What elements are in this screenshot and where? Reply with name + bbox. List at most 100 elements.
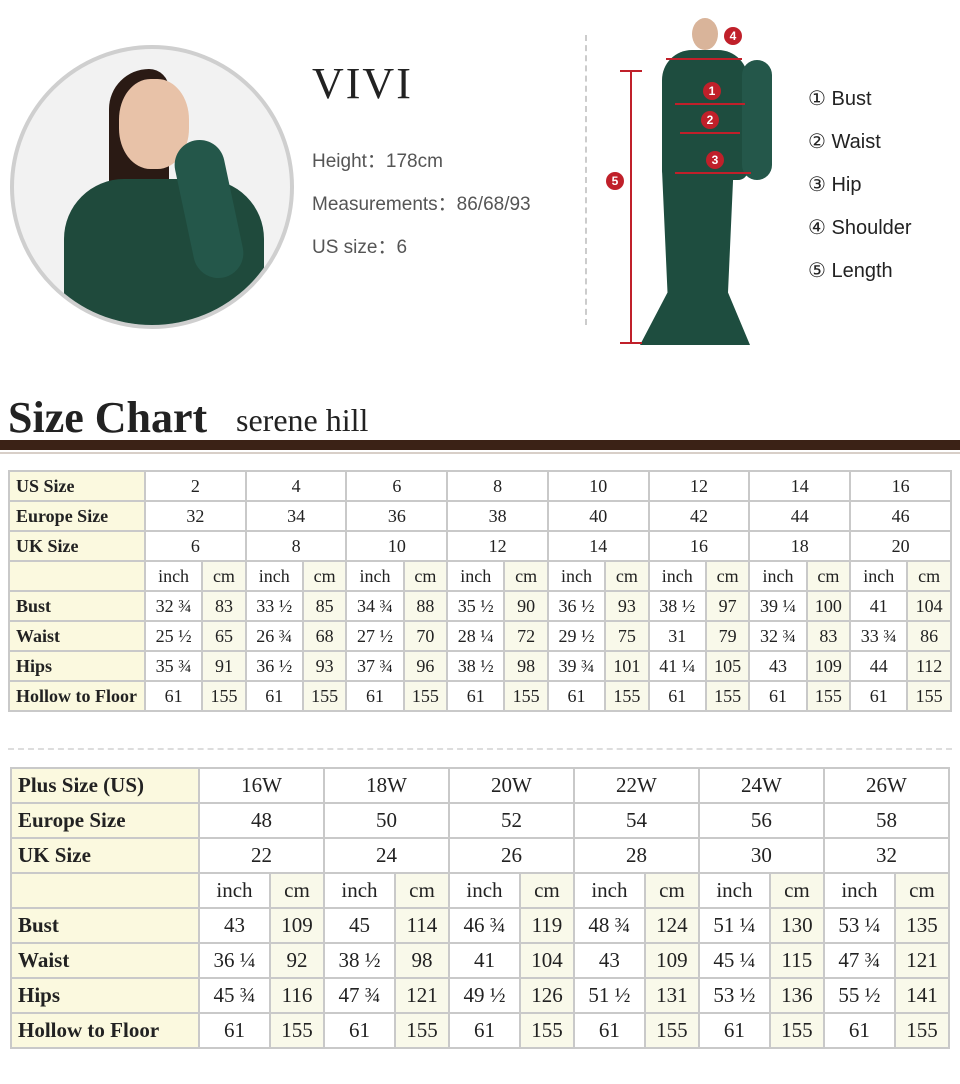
measure-cell: 43 — [198, 907, 271, 944]
unit-cm: cm — [604, 560, 650, 592]
size-cell: 44 — [748, 500, 852, 532]
measure-row: Waist 36 ¼ 92 38 ½ 98 41 104 43 109 45 ¼ 115 47 ¾ 12… — [10, 942, 951, 979]
measure-cell: 45 ¾ — [198, 977, 271, 1014]
unit-inch: inch — [447, 872, 521, 909]
measure-cell: 155 — [301, 680, 348, 712]
measure-cell: 141 — [893, 977, 951, 1014]
measure-cell: 31 — [647, 620, 707, 652]
legend-bust: ① Bust — [808, 88, 872, 110]
measure-cell: 155 — [201, 680, 247, 712]
measure-cell: 92 — [268, 942, 325, 979]
measure-cell: 155 — [518, 1012, 575, 1049]
measure-cell: 41 ¼ — [647, 650, 707, 682]
measure-cell: 51 ½ — [572, 977, 646, 1014]
measure-cell: 83 — [805, 620, 852, 652]
measure-cell: 130 — [768, 907, 825, 944]
measure-cell: 91 — [201, 650, 247, 682]
unit-cm: cm — [805, 560, 852, 592]
size-cell: 54 — [572, 802, 700, 839]
size-chart-brand: serene hill — [236, 402, 369, 438]
legend-hip: ③ Hip — [808, 174, 862, 196]
size-cell: 20 — [849, 530, 952, 562]
measure-cell: 61 — [345, 680, 405, 712]
row-label: US Size — [8, 470, 146, 502]
measure-cell: 119 — [518, 907, 575, 944]
badge-hip: 3 — [706, 151, 724, 169]
size-row: Europe Size 32 34 36 38 40 42 44 46 — [8, 500, 952, 532]
measure-cell: 28 ¼ — [446, 620, 506, 652]
size-cell: 26 — [447, 837, 575, 874]
size-cell: 12 — [647, 470, 751, 502]
measure-cell: 155 — [805, 680, 852, 712]
measure-cell: 39 ¼ — [748, 590, 808, 622]
size-row: UK Size 6 8 10 12 14 16 18 20 — [8, 530, 952, 562]
measure-cell: 51 ¼ — [697, 907, 771, 944]
row-label: Waist — [10, 942, 200, 979]
unit-row: inch cm inch cm inch cm inch cm inch cm inch cm — [10, 872, 951, 909]
measure-cell: 36 ½ — [244, 650, 304, 682]
measure-cell: 101 — [604, 650, 650, 682]
size-cell: 32 — [822, 837, 951, 874]
measure-cell: 41 — [447, 942, 521, 979]
measure-cell: 33 ¾ — [849, 620, 909, 652]
row-label: Waist — [8, 620, 146, 652]
measure-cell: 155 — [268, 1012, 325, 1049]
measure-cell: 155 — [503, 680, 549, 712]
measure-cell: 115 — [768, 942, 825, 979]
measure-cell: 121 — [393, 977, 450, 1014]
badge-shoulder: 4 — [724, 27, 742, 45]
measure-cell: 53 ¼ — [822, 907, 896, 944]
measure-cell: 38 ½ — [647, 590, 707, 622]
measure-cell: 61 — [446, 680, 506, 712]
measure-cell: 61 — [647, 680, 707, 712]
size-row: Plus Size (US) 16W 18W 20W 22W 24W 26W — [10, 767, 951, 804]
measure-cell: 32 ¾ — [143, 590, 204, 622]
measure-cell: 100 — [805, 590, 852, 622]
size-row: US Size 2 4 6 8 10 12 14 16 — [8, 470, 952, 502]
unit-cm: cm — [768, 872, 825, 909]
standard-size-table: US Size 2 4 6 8 10 12 14 16 Europe Size 32 34 36 38 40… — [8, 470, 952, 712]
legend-shoulder: ④ Shoulder — [808, 217, 912, 239]
row-label: Europe Size — [8, 500, 146, 532]
model-name: VIVI — [312, 59, 413, 108]
divider — [585, 35, 587, 325]
measure-cell: 124 — [643, 907, 700, 944]
size-cell: 8 — [446, 470, 549, 502]
badge-bust: 1 — [703, 82, 721, 100]
row-label: Hollow to Floor — [8, 680, 146, 712]
size-cell: 12 — [446, 530, 549, 562]
measure-row: Bust 32 ¾ 83 33 ½ 85 34 ¾ 88 35 ½ 90 36 ½ 93 38 ½ 97… — [8, 590, 952, 622]
measure-cell: 43 — [748, 650, 808, 682]
measure-cell: 61 — [822, 1012, 896, 1049]
unit-inch: inch — [446, 560, 506, 592]
measure-cell: 72 — [503, 620, 549, 652]
title-rule — [0, 440, 960, 450]
measure-cell: 70 — [402, 620, 449, 652]
size-cell: 14 — [546, 530, 650, 562]
size-row: Europe Size 48 50 52 54 56 58 — [10, 802, 951, 839]
model-height: Height：178cm — [312, 151, 443, 172]
measure-cell: 104 — [906, 590, 952, 622]
row-label: Plus Size (US) — [10, 767, 200, 804]
measure-cell: 47 ¾ — [322, 977, 396, 1014]
unit-inch: inch — [198, 872, 271, 909]
size-cell: 24 — [322, 837, 450, 874]
measure-cell: 68 — [301, 620, 348, 652]
measure-cell: 61 — [572, 1012, 646, 1049]
measure-cell: 61 — [546, 680, 607, 712]
size-cell: 22W — [572, 767, 700, 804]
unit-cm: cm — [393, 872, 450, 909]
measure-cell: 65 — [201, 620, 247, 652]
measure-cell: 36 ¼ — [198, 942, 271, 979]
measure-cell: 36 ½ — [546, 590, 607, 622]
measure-cell: 116 — [268, 977, 325, 1014]
measure-cell: 93 — [604, 590, 650, 622]
measure-cell: 34 ¾ — [345, 590, 405, 622]
measure-row: Hollow to Floor 61 155 61 155 61 155 61 155 61 155… — [8, 680, 952, 712]
size-cell: 26W — [822, 767, 951, 804]
model-measurements: Measurements：86/68/93 — [312, 194, 531, 215]
measure-cell: 55 ½ — [822, 977, 896, 1014]
size-cell: 6 — [144, 530, 247, 562]
size-cell: 16W — [198, 767, 325, 804]
measure-cell: 155 — [604, 680, 650, 712]
